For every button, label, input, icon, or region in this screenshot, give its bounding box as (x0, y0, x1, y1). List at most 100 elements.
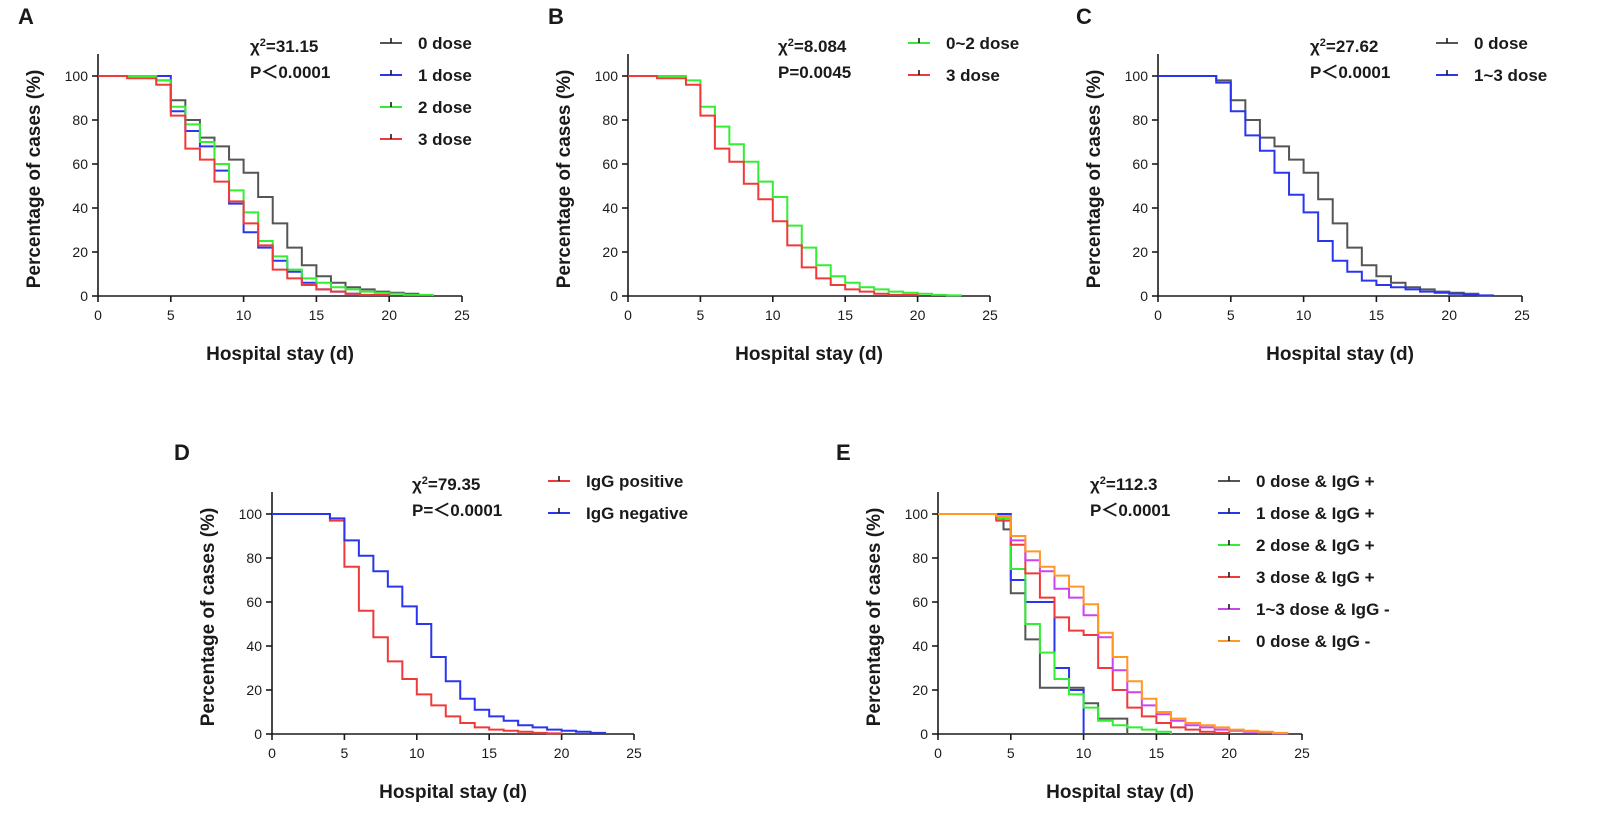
x-axis-title: Hospital stay (d) (379, 782, 527, 803)
y-axis-title: Percentage of cases (%) (554, 70, 575, 289)
x-axis-title: Hospital stay (d) (735, 344, 883, 365)
x-axis-title: Hospital stay (d) (206, 344, 354, 365)
series-line-0-dose (1158, 75, 1480, 296)
panel-letter: C (1076, 4, 1092, 29)
series-line-3-dose (98, 75, 391, 296)
legend-item: 0 dose (1436, 34, 1528, 53)
y-tick-label: 60 (912, 594, 928, 610)
y-tick-label: 20 (912, 682, 928, 698)
legend-label: 3 dose (418, 130, 472, 149)
legend-item: 0~2 dose (908, 34, 1019, 53)
legend-item: IgG negative (548, 504, 688, 523)
y-tick-label: 20 (246, 682, 262, 698)
legend-label: 1~3 dose (1474, 66, 1547, 85)
legend-label: 3 dose (946, 66, 1000, 85)
chart-panel-d: D 0 5 10 15 20 25 0 20 40 60 80 100 Hospital stay (d)… (174, 440, 688, 803)
legend-label: 0 dose & IgG + (1256, 472, 1375, 491)
x-tick-label: 0 (934, 745, 942, 761)
series-line-0-dose-igg (938, 513, 1289, 734)
y-tick-label: 20 (1132, 244, 1148, 260)
legend-item: 1~3 dose (1436, 66, 1547, 85)
y-tick-label: 100 (595, 68, 619, 84)
p-value-stat: P＜0.0001 (250, 63, 330, 82)
series-line-igg-negative (272, 513, 607, 734)
x-tick-label: 15 (1149, 745, 1165, 761)
y-tick-label: 40 (602, 200, 618, 216)
x-tick-label: 5 (341, 745, 349, 761)
y-tick-label: 40 (246, 638, 262, 654)
x-tick-label: 25 (626, 745, 642, 761)
y-tick-label: 40 (1132, 200, 1148, 216)
y-axis-title: Percentage of cases (%) (864, 508, 885, 727)
series-line-igg-positive (272, 513, 563, 735)
panel-letter: A (18, 4, 34, 29)
series-line-3-dose-igg (938, 513, 1231, 734)
legend-label: 2 dose (418, 98, 472, 117)
y-axis-title: Percentage of cases (%) (1084, 70, 1105, 289)
series-line-1-3-dose-igg (938, 513, 1289, 735)
y-tick-label: 80 (912, 550, 928, 566)
panel-letter: D (174, 440, 190, 465)
chart-panel-c: C 0 5 10 15 20 25 0 20 40 60 80 100 Hospital stay (d)… (1076, 4, 1547, 365)
y-tick-label: 100 (65, 68, 89, 84)
p-value-stat: P＜0.0001 (1090, 501, 1170, 520)
x-tick-label: 0 (94, 307, 102, 323)
chi-square-stat: χ2=8.084 (778, 37, 847, 56)
legend-label: 3 dose & IgG + (1256, 568, 1375, 587)
y-tick-label: 60 (72, 156, 88, 172)
legend-item: 0 dose (380, 34, 472, 53)
y-tick-label: 40 (912, 638, 928, 654)
legend-label: 1 dose & IgG + (1256, 504, 1375, 523)
x-tick-label: 5 (1007, 745, 1015, 761)
y-axis-title: Percentage of cases (%) (198, 508, 219, 727)
chi-square-stat: χ2=79.35 (412, 475, 480, 494)
x-tick-label: 5 (697, 307, 705, 323)
legend-item: 3 dose & IgG + (1218, 568, 1375, 587)
chart-panel-e: E 0 5 10 15 20 25 0 20 40 60 80 100 Hospital stay (d)… (836, 440, 1390, 803)
legend-label: 0 dose & IgG - (1256, 632, 1370, 651)
legend-item: 2 dose (380, 98, 472, 117)
y-tick-label: 0 (1140, 288, 1148, 304)
x-tick-label: 10 (765, 307, 781, 323)
x-tick-label: 25 (454, 307, 470, 323)
x-tick-label: 0 (624, 307, 632, 323)
x-tick-label: 15 (481, 745, 497, 761)
x-tick-label: 20 (1221, 745, 1237, 761)
legend-label: IgG positive (586, 472, 683, 491)
x-tick-label: 15 (1369, 307, 1385, 323)
panel-letter: B (548, 4, 564, 29)
legend-item: 1 dose & IgG + (1218, 504, 1375, 523)
p-value-stat: P=＜0.0001 (412, 501, 502, 520)
chi-square-stat: χ2=112.3 (1090, 475, 1157, 494)
y-tick-label: 80 (246, 550, 262, 566)
x-axis-title: Hospital stay (d) (1046, 782, 1194, 803)
legend-item: 0 dose & IgG - (1218, 632, 1370, 651)
series-line-2-dose (98, 75, 434, 296)
y-tick-label: 100 (905, 506, 929, 522)
x-tick-label: 25 (1294, 745, 1310, 761)
y-tick-label: 40 (72, 200, 88, 216)
y-tick-label: 60 (246, 594, 262, 610)
x-tick-label: 20 (910, 307, 926, 323)
x-axis-title: Hospital stay (d) (1266, 344, 1414, 365)
legend-item: 3 dose (380, 130, 472, 149)
y-tick-label: 20 (72, 244, 88, 260)
x-tick-label: 0 (268, 745, 276, 761)
y-tick-label: 80 (602, 112, 618, 128)
legend-label: 0 dose (1474, 34, 1528, 53)
y-tick-label: 0 (610, 288, 618, 304)
chart-panel-a: A 0 5 10 15 20 25 0 20 40 60 80 100 Hospital stay (d)… (18, 4, 472, 365)
x-tick-label: 5 (1227, 307, 1235, 323)
x-tick-label: 5 (167, 307, 175, 323)
legend-item: IgG positive (548, 472, 683, 491)
legend-label: IgG negative (586, 504, 688, 523)
y-tick-label: 60 (1132, 156, 1148, 172)
chi-square-stat: χ2=31.15 (250, 37, 318, 56)
panel-letter: E (836, 440, 851, 465)
x-tick-label: 20 (381, 307, 397, 323)
y-tick-label: 100 (1125, 68, 1149, 84)
series-line-3-dose (628, 75, 919, 296)
y-tick-label: 0 (920, 726, 928, 742)
y-tick-label: 60 (602, 156, 618, 172)
